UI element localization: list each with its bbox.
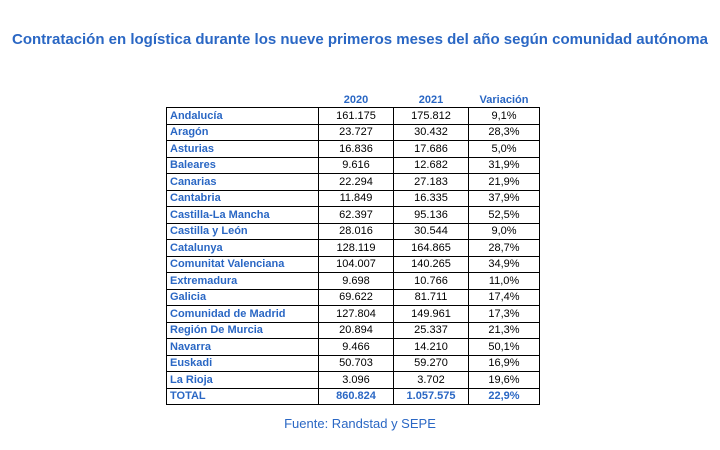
value-2021-cell: 12.682 (393, 156, 469, 174)
table-row: Aragón 23.727 30.432 28,3% (166, 123, 540, 141)
value-2020-cell: 3.096 (318, 371, 394, 389)
region-cell: La Rioja (166, 371, 319, 389)
data-table: 2020 2021 Variación Andalucía 161.175 175.… (166, 93, 540, 405)
value-2021-cell: 17.686 (393, 140, 469, 158)
table-total-row: TOTAL 860.824 1.057.575 22,9% (166, 387, 540, 405)
variation-cell: 31,9% (468, 156, 540, 174)
table-row: Cantabria 11.849 16.335 37,9% (166, 189, 540, 207)
variation-cell: 17,4% (468, 288, 540, 306)
value-2020-cell: 16.836 (318, 140, 394, 158)
table-row: Andalucía 161.175 175.812 9,1% (166, 107, 540, 125)
value-2020-cell: 9.616 (318, 156, 394, 174)
region-cell: Euskadi (166, 354, 319, 372)
value-2021-cell: 164.865 (393, 239, 469, 257)
table-row: La Rioja 3.096 3.702 19,6% (166, 371, 540, 389)
variation-cell: 22,9% (468, 387, 540, 405)
value-2020-cell: 62.397 (318, 206, 394, 224)
value-2020-cell: 128.119 (318, 239, 394, 257)
value-2020-cell: 23.727 (318, 123, 394, 141)
region-cell: Andalucía (166, 107, 319, 125)
table-row: Baleares 9.616 12.682 31,9% (166, 156, 540, 174)
variation-cell: 28,3% (468, 123, 540, 141)
variation-cell: 19,6% (468, 371, 540, 389)
page-title: Contratación en logística durante los nu… (12, 31, 708, 48)
table-row: Castilla-La Mancha 62.397 95.136 52,5% (166, 206, 540, 224)
variation-cell: 52,5% (468, 206, 540, 224)
value-2021-cell: 149.961 (393, 305, 469, 323)
value-2021-cell: 14.210 (393, 338, 469, 356)
value-2021-cell: 140.265 (393, 255, 469, 273)
variation-cell: 16,9% (468, 354, 540, 372)
header-2020: 2020 (318, 93, 394, 108)
variation-cell: 50,1% (468, 338, 540, 356)
table-row: Extremadura 9.698 10.766 11,0% (166, 272, 540, 290)
variation-cell: 9,1% (468, 107, 540, 125)
region-cell: Comunidad de Madrid (166, 305, 319, 323)
region-cell: Castilla-La Mancha (166, 206, 319, 224)
variation-cell: 11,0% (468, 272, 540, 290)
value-2021-cell: 95.136 (393, 206, 469, 224)
value-2020-cell: 28.016 (318, 222, 394, 240)
table-row: Región De Murcia 20.894 25.337 21,3% (166, 321, 540, 339)
value-2020-cell: 50.703 (318, 354, 394, 372)
table-row: Navarra 9.466 14.210 50,1% (166, 338, 540, 356)
variation-cell: 34,9% (468, 255, 540, 273)
variation-cell: 21,3% (468, 321, 540, 339)
region-cell: Asturias (166, 140, 319, 158)
header-region (166, 93, 319, 108)
table-body: Andalucía 161.175 175.812 9,1% Aragón 23.727 3… (166, 107, 540, 405)
region-cell: Castilla y León (166, 222, 319, 240)
region-cell: Comunitat Valenciana (166, 255, 319, 273)
value-2020-cell: 9.466 (318, 338, 394, 356)
value-2020-cell: 22.294 (318, 173, 394, 191)
region-cell: TOTAL (166, 387, 319, 405)
variation-cell: 28,7% (468, 239, 540, 257)
variation-cell: 37,9% (468, 189, 540, 207)
value-2021-cell: 10.766 (393, 272, 469, 290)
region-cell: Catalunya (166, 239, 319, 257)
variation-cell: 21,9% (468, 173, 540, 191)
table-row: Comunitat Valenciana 104.007 140.265 34,9% (166, 255, 540, 273)
region-cell: Aragón (166, 123, 319, 141)
region-cell: Galicia (166, 288, 319, 306)
value-2021-cell: 27.183 (393, 173, 469, 191)
table-row: Canarias 22.294 27.183 21,9% (166, 173, 540, 191)
header-variation: Variación (468, 93, 540, 108)
region-cell: Navarra (166, 338, 319, 356)
value-2021-cell: 59.270 (393, 354, 469, 372)
table-row: Asturias 16.836 17.686 5,0% (166, 140, 540, 158)
table-row: Catalunya 128.119 164.865 28,7% (166, 239, 540, 257)
variation-cell: 17,3% (468, 305, 540, 323)
value-2021-cell: 175.812 (393, 107, 469, 125)
table-row: Galicia 69.622 81.711 17,4% (166, 288, 540, 306)
variation-cell: 9,0% (468, 222, 540, 240)
table-row: Castilla y León 28.016 30.544 9,0% (166, 222, 540, 240)
variation-cell: 5,0% (468, 140, 540, 158)
value-2021-cell: 81.711 (393, 288, 469, 306)
source-note: Fuente: Randstad y SEPE (284, 416, 436, 431)
value-2020-cell: 20.894 (318, 321, 394, 339)
region-cell: Cantabria (166, 189, 319, 207)
value-2020-cell: 161.175 (318, 107, 394, 125)
value-2021-cell: 25.337 (393, 321, 469, 339)
table-header-row: 2020 2021 Variación (166, 93, 540, 108)
value-2020-cell: 11.849 (318, 189, 394, 207)
value-2020-cell: 9.698 (318, 272, 394, 290)
value-2020-cell: 69.622 (318, 288, 394, 306)
value-2020-cell: 860.824 (318, 387, 394, 405)
region-cell: Baleares (166, 156, 319, 174)
header-2021: 2021 (393, 93, 469, 108)
value-2021-cell: 3.702 (393, 371, 469, 389)
table-row: Comunidad de Madrid 127.804 149.961 17,3% (166, 305, 540, 323)
value-2020-cell: 127.804 (318, 305, 394, 323)
region-cell: Canarias (166, 173, 319, 191)
value-2020-cell: 104.007 (318, 255, 394, 273)
value-2021-cell: 16.335 (393, 189, 469, 207)
value-2021-cell: 30.432 (393, 123, 469, 141)
table-row: Euskadi 50.703 59.270 16,9% (166, 354, 540, 372)
value-2021-cell: 30.544 (393, 222, 469, 240)
region-cell: Región De Murcia (166, 321, 319, 339)
region-cell: Extremadura (166, 272, 319, 290)
value-2021-cell: 1.057.575 (393, 387, 469, 405)
